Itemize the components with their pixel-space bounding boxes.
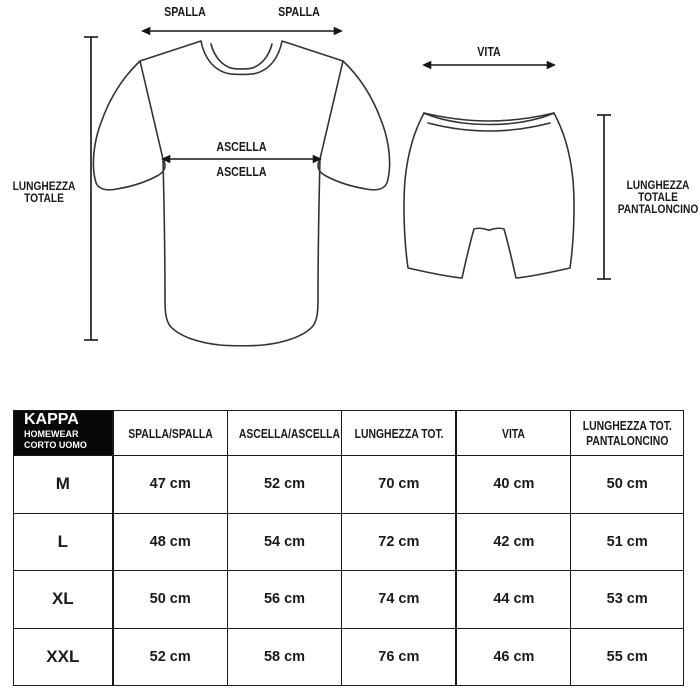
- svg-text:TOTALE: TOTALE: [24, 192, 64, 205]
- svg-text:ASCELLA: ASCELLA: [216, 165, 267, 179]
- svg-text:ASCELLA: ASCELLA: [216, 140, 267, 154]
- svg-text:LUNGHEZZA: LUNGHEZZA: [627, 179, 690, 192]
- svg-text:LUNGHEZZA: LUNGHEZZA: [13, 180, 76, 193]
- svg-text:VITA: VITA: [477, 45, 501, 59]
- svg-text:SPALLA: SPALLA: [164, 5, 206, 19]
- svg-text:PANTALONCINO: PANTALONCINO: [618, 203, 699, 216]
- svg-text:TOTALE: TOTALE: [638, 191, 678, 204]
- svg-text:SPALLA: SPALLA: [278, 5, 320, 19]
